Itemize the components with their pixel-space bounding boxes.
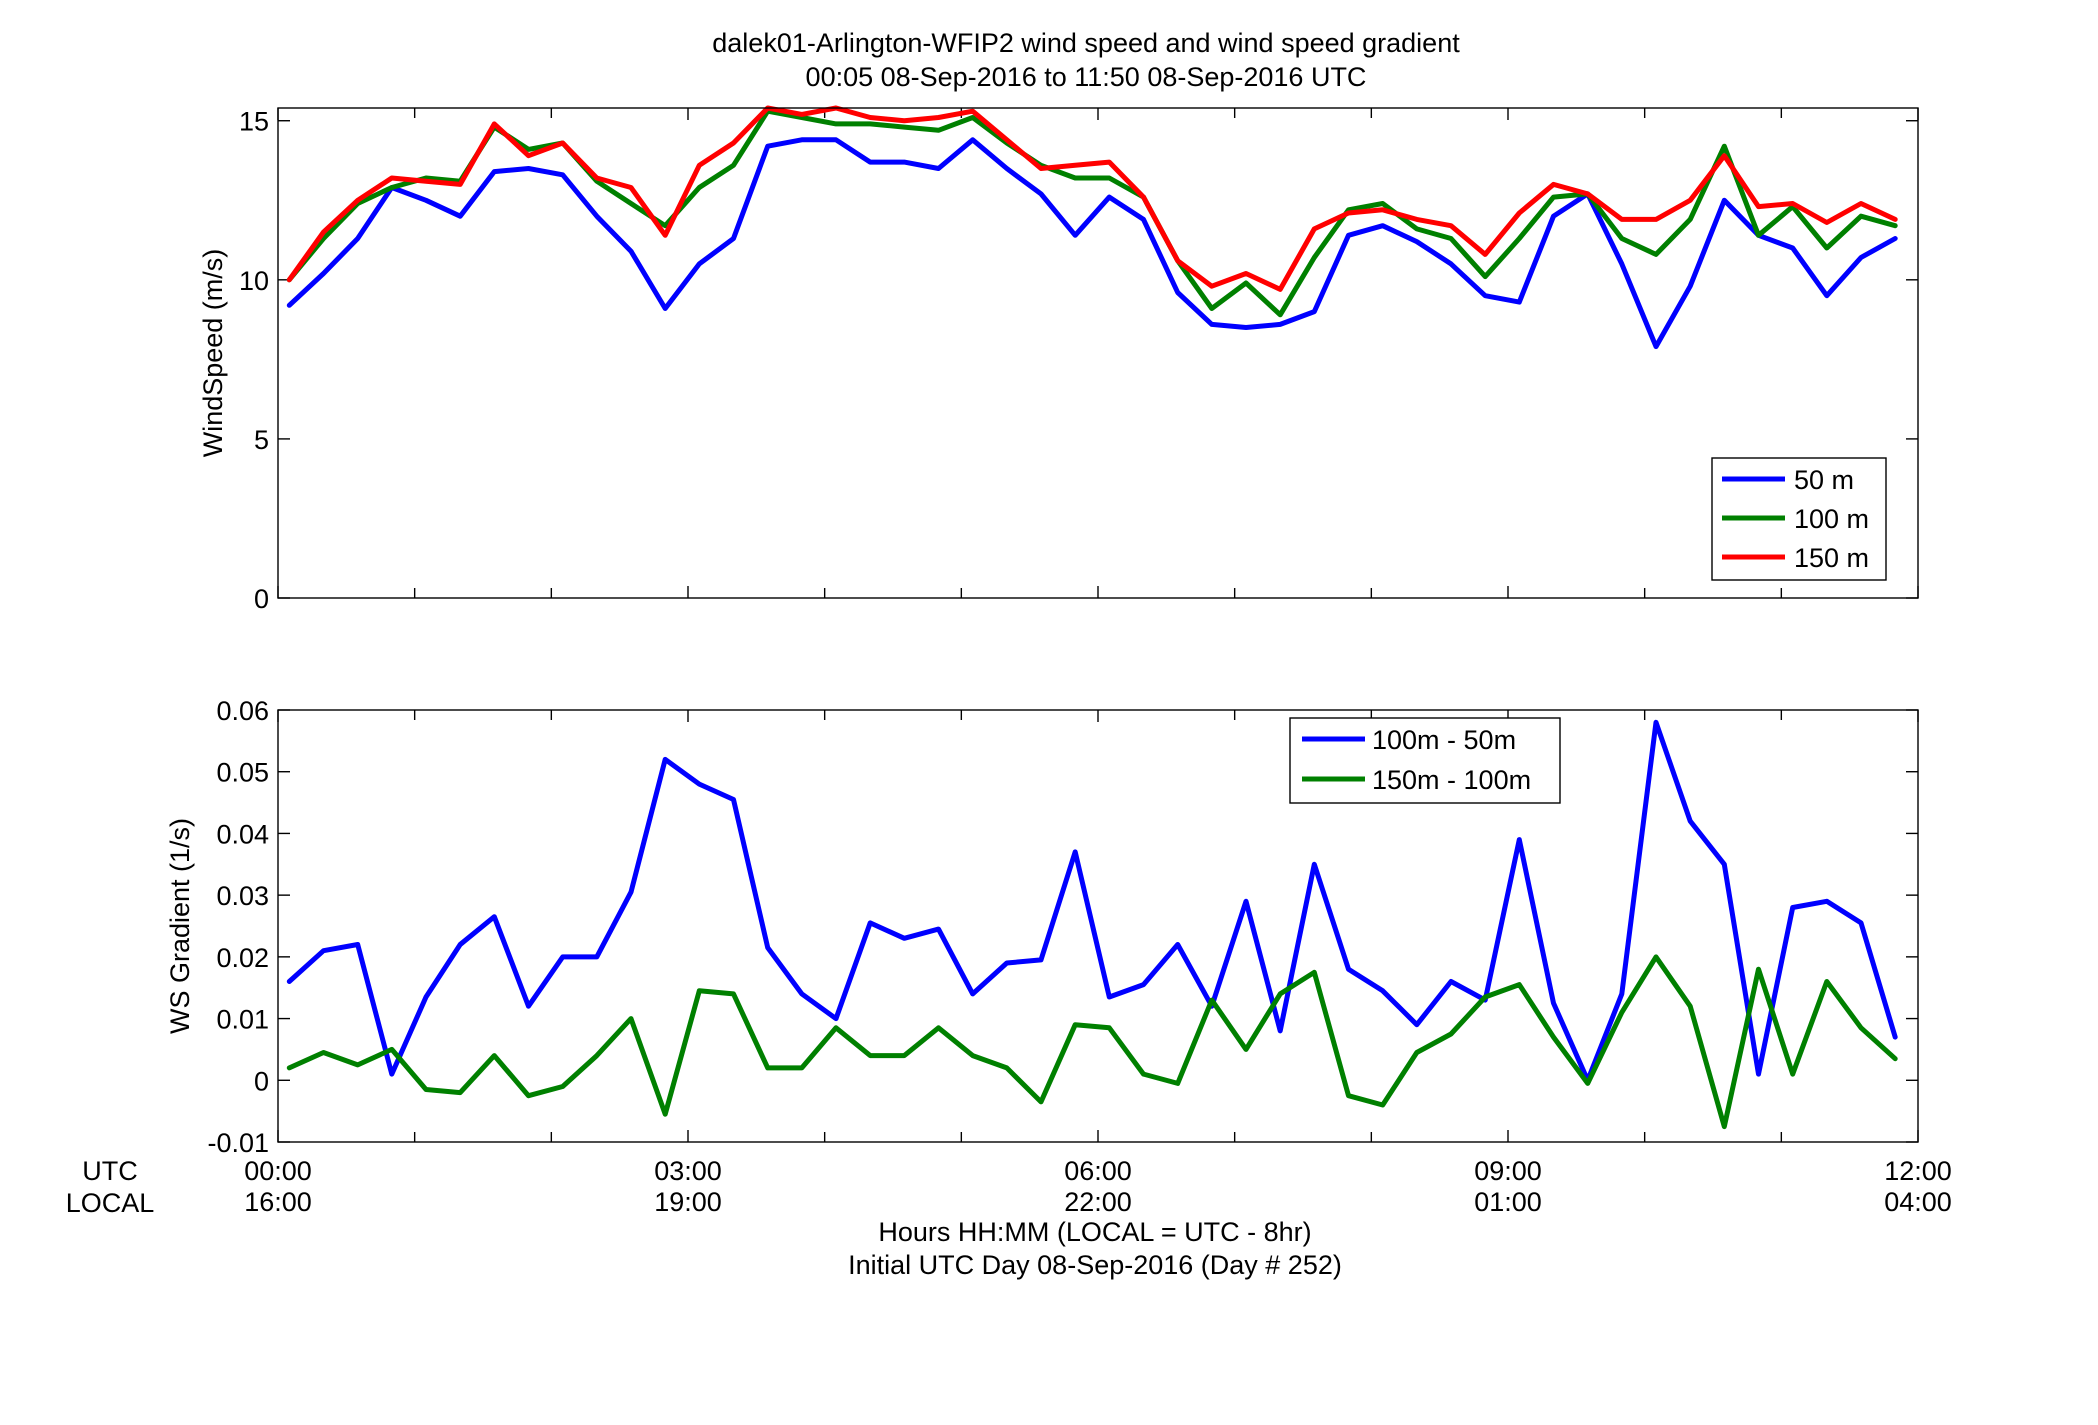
- legend-label-100m: 100 m: [1794, 504, 1869, 534]
- ws-gradient-y-tick-label: 0.05: [216, 758, 269, 788]
- x-tick-label-local: 19:00: [654, 1187, 722, 1217]
- ws-gradient-y-tick-label: 0: [254, 1066, 269, 1096]
- ws-gradient-panel: -0.01 0 0.01 0.02 0.03 0.04 0.05 0.06 WS Gradie…: [165, 696, 1919, 1158]
- figure-title-line-1: dalek01-Arlington-WFIP2 wind speed and w…: [712, 28, 1460, 58]
- legend-label-150m-100m: 150m - 100m: [1372, 765, 1531, 795]
- ws-gradient-series: [286, 719, 1898, 1130]
- x-tick-label-local: 04:00: [1884, 1187, 1952, 1217]
- wind-speed-series: [286, 105, 1898, 350]
- x-tick-label-utc: 09:00: [1474, 1156, 1542, 1186]
- x-tick-label-local: 16:00: [244, 1187, 312, 1217]
- ws-gradient-y-tick-label: 0.02: [216, 943, 269, 973]
- x-row-label-local: LOCAL: [66, 1188, 155, 1218]
- series-line-150m-100m: [286, 954, 1898, 1130]
- figure-title-line-2: 00:05 08-Sep-2016 to 11:50 08-Sep-2016 U…: [806, 62, 1367, 92]
- wind-speed-y-tick-label: 0: [254, 584, 269, 614]
- ws-gradient-y-tick-label: 0.06: [216, 696, 269, 726]
- ws-gradient-y-tick-label: 0.03: [216, 881, 269, 911]
- x-tick-label-local: 01:00: [1474, 1187, 1542, 1217]
- wind-speed-panel: 0 5 10 15 WindSpeed (m/s) 50 m 100 m 150 m: [198, 105, 1919, 614]
- x-tick-label-utc: 03:00: [654, 1156, 722, 1186]
- legend-label-100m-50m: 100m - 50m: [1372, 725, 1516, 755]
- series-line-150-m: [286, 105, 1898, 292]
- wind-speed-y-tick-label: 10: [239, 266, 269, 296]
- legend-label-150m: 150 m: [1794, 543, 1869, 573]
- ws-gradient-plot-area: [278, 710, 1918, 1142]
- wind-speed-ticks: 0 5 10 15: [239, 107, 1919, 614]
- wind-speed-y-axis-label: WindSpeed (m/s): [198, 249, 228, 458]
- x-axis-label-line-2: Initial UTC Day 08-Sep-2016 (Day # 252): [848, 1250, 1342, 1280]
- ws-gradient-y-tick-label: 0.04: [216, 819, 269, 849]
- x-tick-label-utc: 12:00: [1884, 1156, 1952, 1186]
- wind-speed-legend: 50 m 100 m 150 m: [1711, 457, 1887, 581]
- x-tick-label-utc: 06:00: [1064, 1156, 1132, 1186]
- wind-speed-axes-box: [277, 107, 1919, 599]
- ws-gradient-y-axis-label: WS Gradient (1/s): [165, 818, 195, 1034]
- wind-speed-plot-area: [278, 108, 1918, 598]
- x-tick-label-local: 22:00: [1064, 1187, 1132, 1217]
- x-tick-label-utc: 00:00: [244, 1156, 312, 1186]
- ws-gradient-legend: 100m - 50m 150m - 100m: [1289, 717, 1561, 804]
- ws-gradient-y-tick-label: 0.01: [216, 1005, 269, 1035]
- wind-speed-y-tick-label: 15: [239, 107, 269, 137]
- ws-gradient-legend-box: [1289, 717, 1561, 804]
- x-axis-label-line-1: Hours HH:MM (LOCAL = UTC - 8hr): [878, 1217, 1311, 1247]
- series-line-100m-50m: [286, 719, 1898, 1083]
- series-line-50-m: [286, 137, 1898, 350]
- legend-label-50m: 50 m: [1794, 465, 1854, 495]
- x-row-label-utc: UTC: [82, 1156, 138, 1186]
- ws-gradient-axes-box: [277, 709, 1919, 1143]
- wind-speed-y-tick-label: 5: [254, 425, 269, 455]
- ws-gradient-y-tick-label: -0.01: [207, 1128, 269, 1158]
